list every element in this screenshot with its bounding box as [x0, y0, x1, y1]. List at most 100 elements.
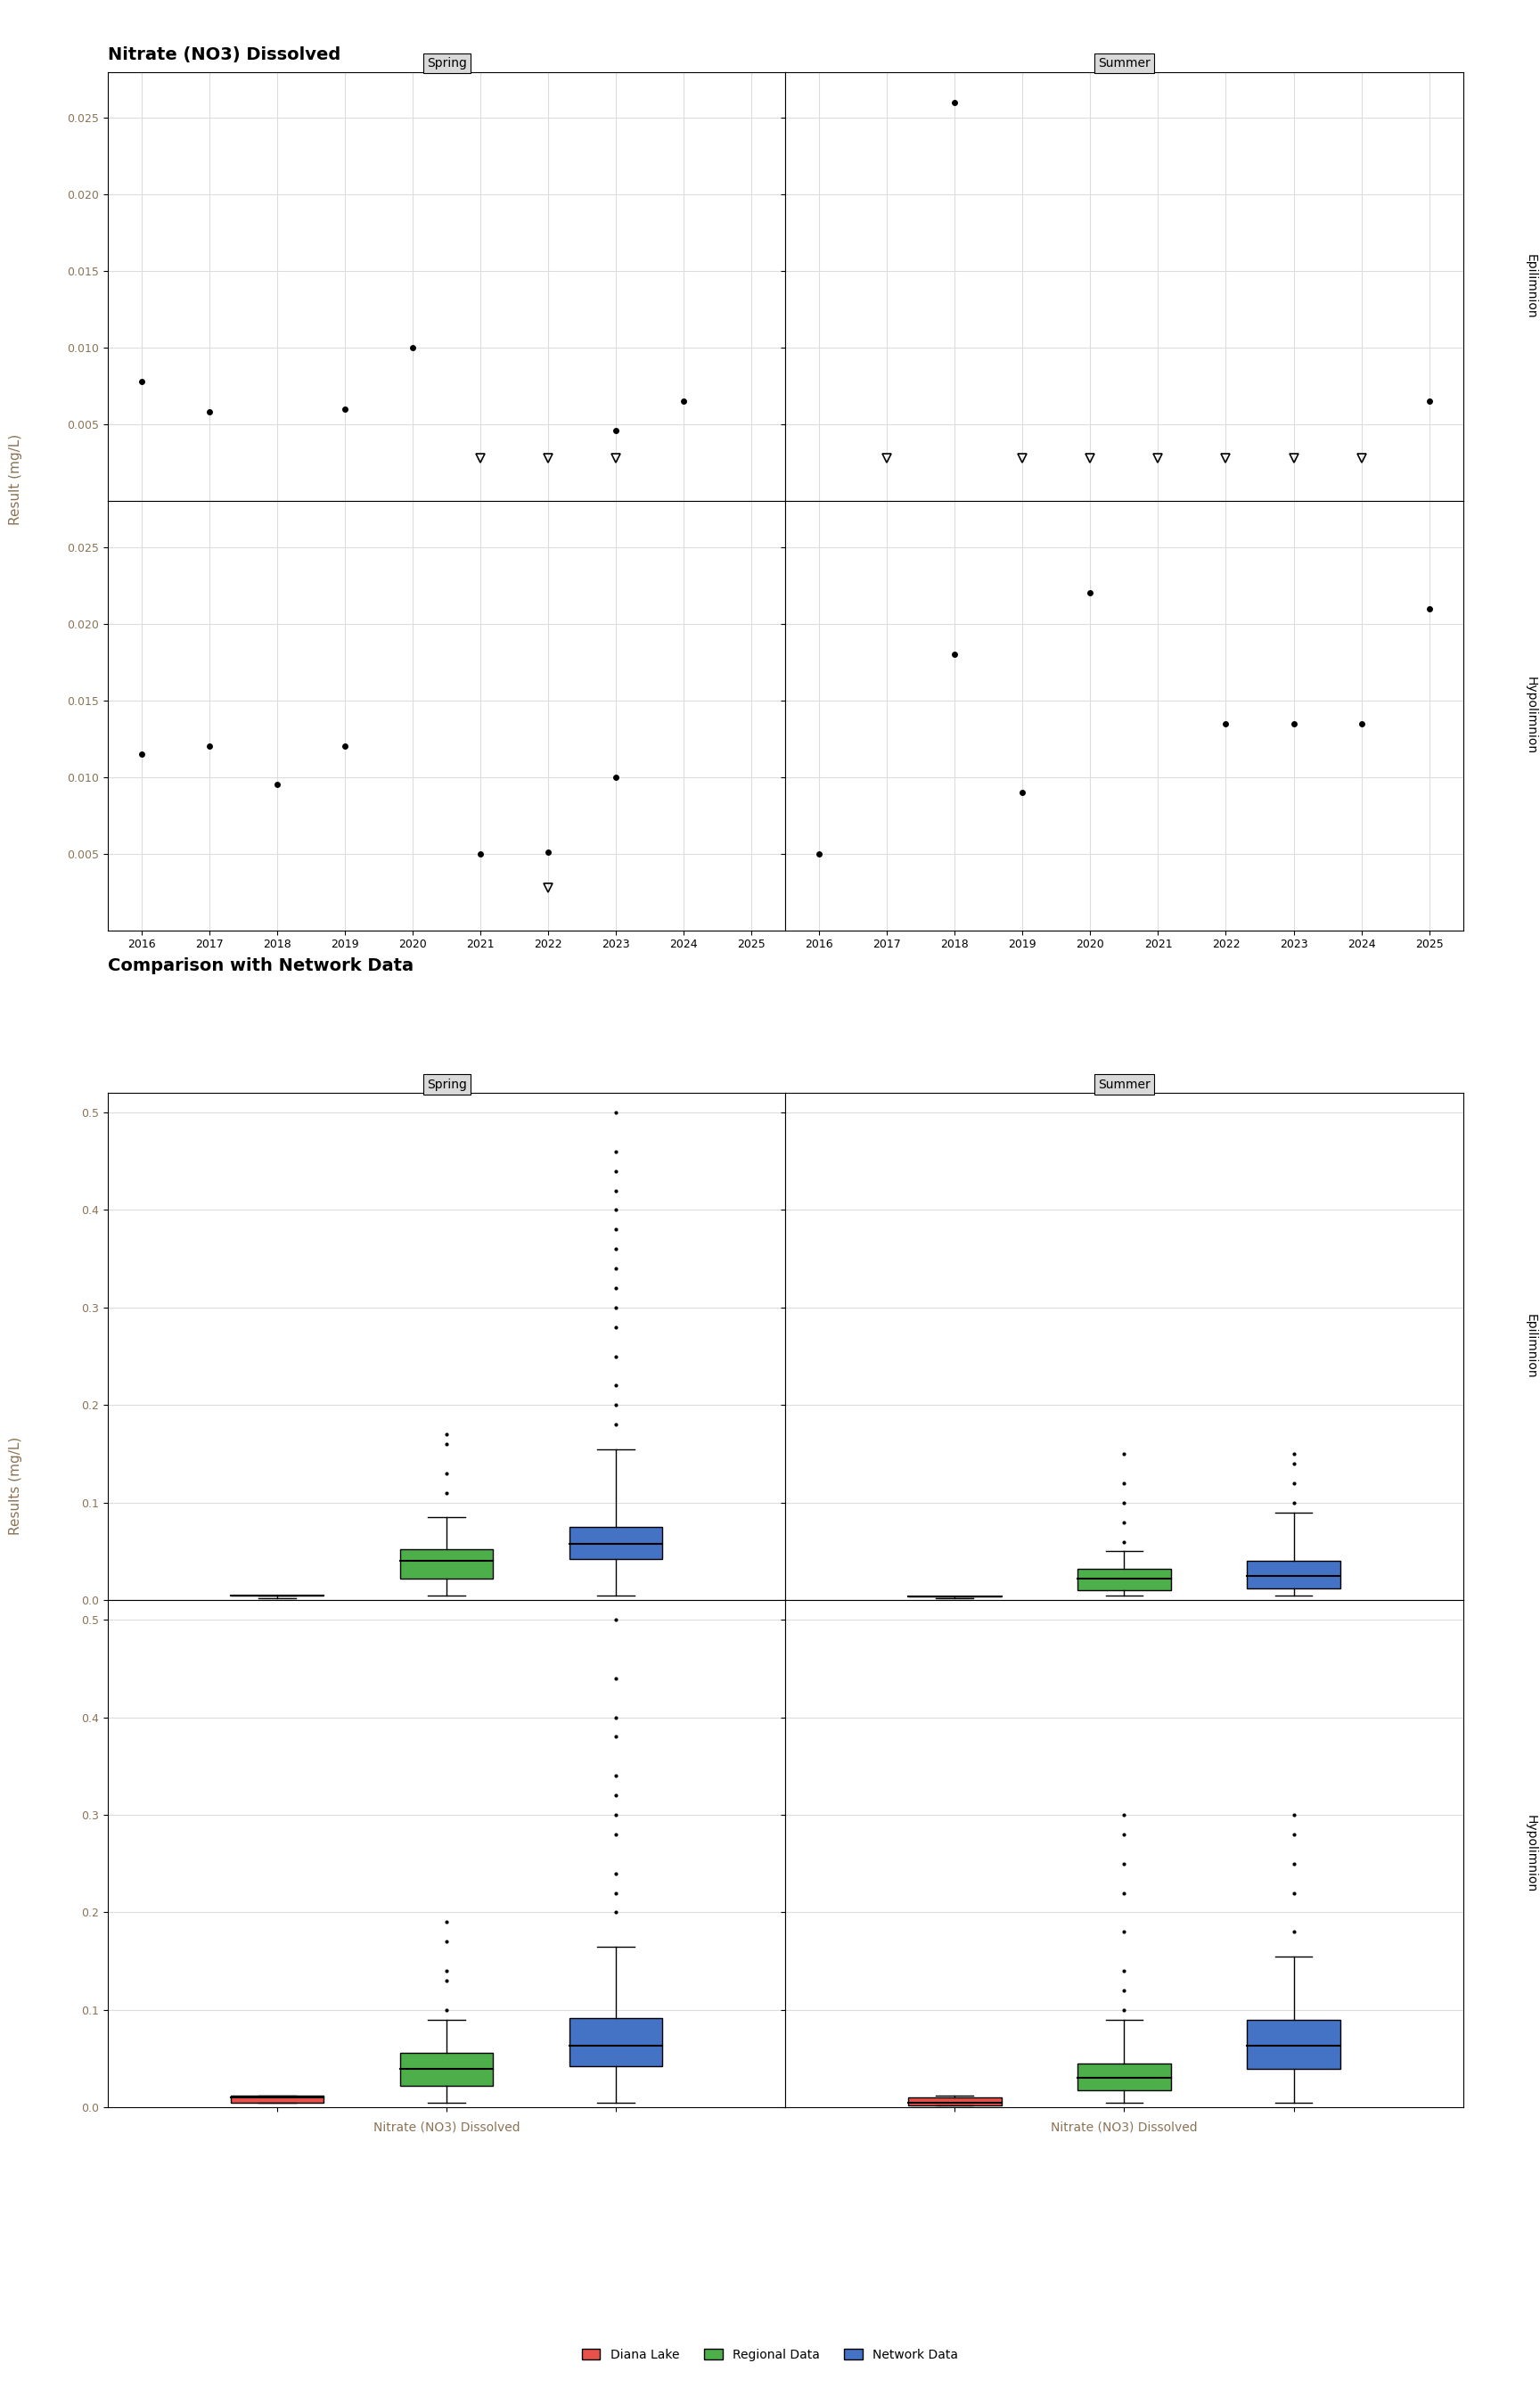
Point [604, 1093, 628, 1131]
FancyBboxPatch shape [400, 1550, 493, 1579]
FancyBboxPatch shape [1247, 1562, 1340, 1589]
Point [1010, 774, 1035, 812]
Point [604, 1775, 628, 1814]
Point [604, 1337, 628, 1375]
Point [1112, 1991, 1137, 2029]
Point [434, 1416, 459, 1454]
Point [434, 1474, 459, 1512]
Point [1417, 383, 1441, 422]
Point [333, 728, 357, 767]
Point [434, 1902, 459, 1941]
Point [1112, 1953, 1137, 1991]
Point [1112, 1435, 1137, 1474]
Text: Result (mg/L): Result (mg/L) [9, 434, 22, 525]
FancyBboxPatch shape [570, 2017, 662, 2065]
Point [536, 834, 561, 872]
Y-axis label: Hypolimnion: Hypolimnion [1525, 1816, 1537, 1893]
Point [604, 1229, 628, 1267]
Title: Summer: Summer [1098, 58, 1150, 69]
FancyBboxPatch shape [1078, 1569, 1170, 1591]
Point [1112, 1502, 1137, 1541]
Point [1112, 1483, 1137, 1521]
X-axis label: Nitrate (NO3) Dissolved: Nitrate (NO3) Dissolved [1050, 2120, 1198, 2132]
FancyBboxPatch shape [400, 2053, 493, 2087]
Point [434, 1454, 459, 1493]
Point [604, 1718, 628, 1756]
Point [1281, 704, 1306, 743]
Point [604, 1406, 628, 1445]
Text: Results (mg/L): Results (mg/L) [9, 1435, 22, 1536]
Point [434, 1953, 459, 1991]
Point [265, 767, 290, 805]
Point [197, 393, 222, 431]
Point [604, 1366, 628, 1404]
Point [1281, 1912, 1306, 1950]
Title: Summer: Summer [1098, 1078, 1150, 1090]
Point [434, 1962, 459, 2001]
Point [604, 1248, 628, 1287]
Point [1281, 1464, 1306, 1502]
Point [1214, 704, 1238, 743]
Point [1417, 589, 1441, 628]
FancyBboxPatch shape [1247, 2020, 1340, 2068]
Point [604, 757, 628, 795]
Point [604, 1699, 628, 1737]
Point [604, 1191, 628, 1229]
Point [604, 1756, 628, 1795]
Point [1281, 1445, 1306, 1483]
Point [197, 728, 222, 767]
Point [604, 412, 628, 450]
Point [604, 1210, 628, 1248]
Point [604, 1385, 628, 1423]
Point [604, 1289, 628, 1327]
Point [1281, 1816, 1306, 1855]
Point [333, 391, 357, 429]
Point [1281, 1483, 1306, 1521]
X-axis label: Nitrate (NO3) Dissolved: Nitrate (NO3) Dissolved [373, 2120, 521, 2132]
Point [129, 736, 154, 774]
Point [604, 1893, 628, 1931]
Point [1078, 575, 1103, 613]
FancyBboxPatch shape [570, 1526, 662, 1560]
Y-axis label: Epilimnion: Epilimnion [1525, 1313, 1537, 1380]
Point [604, 1601, 628, 1639]
Point [434, 1426, 459, 1464]
Point [1112, 1972, 1137, 2010]
Point [807, 834, 832, 872]
Point [604, 1133, 628, 1172]
Point [604, 1855, 628, 1893]
Point [434, 1922, 459, 1960]
Point [604, 1816, 628, 1855]
Point [468, 834, 493, 872]
Point [1112, 1521, 1137, 1560]
Point [1112, 1874, 1137, 1912]
Point [400, 328, 425, 367]
Point [129, 362, 154, 400]
Point [604, 1172, 628, 1210]
FancyBboxPatch shape [231, 2096, 323, 2104]
Point [1112, 1795, 1137, 1833]
Text: Comparison with Network Data: Comparison with Network Data [108, 956, 414, 973]
Point [1112, 1816, 1137, 1855]
Point [604, 1658, 628, 1696]
Point [434, 1991, 459, 2029]
Point [604, 1308, 628, 1347]
Point [1281, 1795, 1306, 1833]
Point [1112, 1912, 1137, 1950]
Legend: Diana Lake, Regional Data, Network Data: Diana Lake, Regional Data, Network Data [576, 2343, 964, 2365]
Point [604, 1152, 628, 1191]
Y-axis label: Epilimnion: Epilimnion [1525, 254, 1537, 319]
Point [1281, 1845, 1306, 1883]
Text: Nitrate (NO3) Dissolved: Nitrate (NO3) Dissolved [108, 46, 340, 62]
Point [1112, 1464, 1137, 1502]
Point [604, 1270, 628, 1308]
Point [942, 635, 967, 673]
Title: Spring: Spring [427, 58, 467, 69]
Point [671, 383, 696, 422]
Point [604, 1795, 628, 1833]
Point [942, 84, 967, 122]
Point [1281, 1874, 1306, 1912]
Title: Spring: Spring [427, 1078, 467, 1090]
Point [604, 1874, 628, 1912]
Point [1349, 704, 1374, 743]
